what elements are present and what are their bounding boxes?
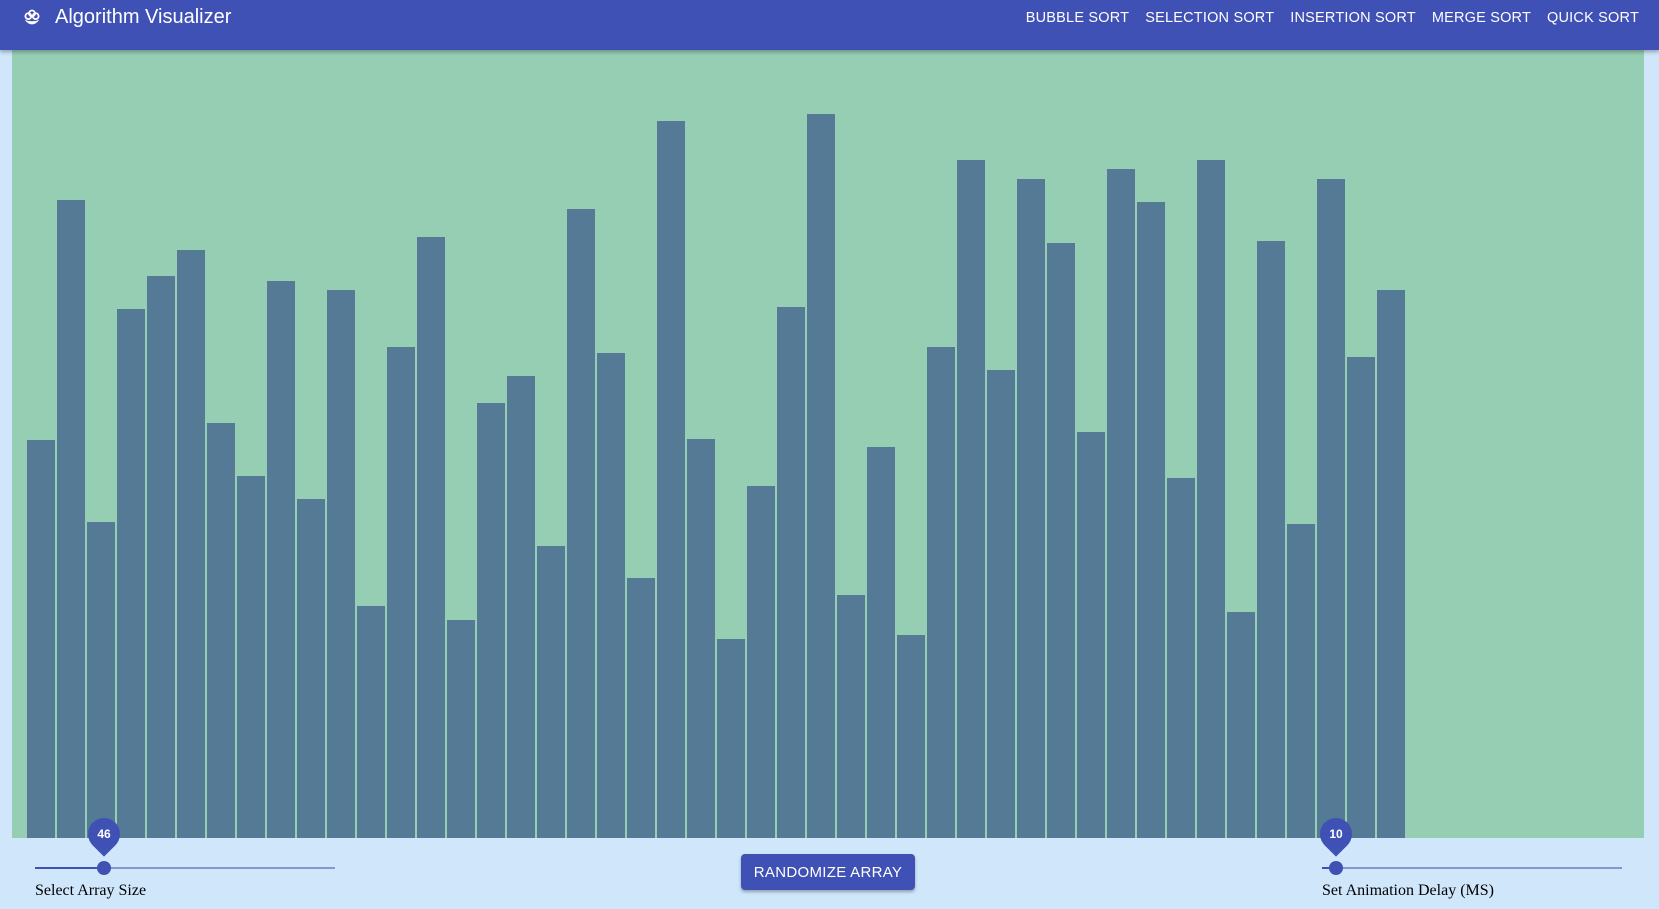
array-size-value: 46 [97, 827, 111, 841]
array-bar [357, 606, 385, 838]
flower-logo-icon [24, 9, 40, 25]
array-size-value-label: 46 [81, 811, 127, 857]
array-bar [177, 250, 205, 838]
array-size-slider[interactable]: 46 [35, 811, 335, 875]
array-bar [237, 476, 265, 838]
animation-delay-slider-thumb[interactable] [1328, 861, 1343, 875]
array-size-caption: Select Array Size [35, 882, 147, 899]
nav-insertion-sort[interactable]: INSERTION SORT [1290, 10, 1416, 26]
nav-merge-sort[interactable]: MERGE SORT [1431, 10, 1532, 26]
animation-delay-caption: Set Animation Delay (MS) [1322, 882, 1494, 899]
array-bar [597, 353, 625, 838]
array-bar [777, 307, 805, 838]
app-bar: Algorithm Visualizer BUBBLE SORT SELECTI… [0, 0, 1659, 50]
array-bar [1167, 478, 1195, 838]
array-bar [1257, 241, 1285, 838]
array-bar [897, 635, 925, 838]
array-bar [1137, 202, 1165, 838]
array-bar [807, 114, 835, 838]
array-bar [867, 447, 895, 838]
app-title: Algorithm Visualizer [55, 6, 232, 28]
array-bar [117, 309, 145, 838]
array-bar [567, 209, 595, 838]
array-bar [387, 347, 415, 838]
array-bar [1107, 169, 1135, 838]
array-size-slider-rail[interactable] [35, 867, 335, 869]
nav-selection-sort[interactable]: SELECTION SORT [1145, 10, 1275, 26]
array-bar [1047, 243, 1075, 838]
array-bar [837, 595, 865, 838]
array-bar [57, 200, 85, 838]
animation-delay-value-label: 10 [1312, 811, 1359, 857]
array-bar [657, 121, 685, 838]
array-bar [27, 440, 55, 838]
array-bar [717, 639, 745, 838]
array-size-slider-track[interactable] [35, 867, 104, 869]
array-bar [1377, 290, 1405, 838]
array-bar [747, 486, 775, 838]
array-size-slider-thumb[interactable] [97, 861, 111, 875]
array-bar [1227, 612, 1255, 838]
array-bar [147, 276, 175, 838]
nav-bubble-sort[interactable]: BUBBLE SORT [1025, 10, 1130, 26]
array-bar [207, 423, 235, 838]
randomize-array-button[interactable]: RANDOMIZE ARRAY [741, 854, 915, 890]
animation-delay-slider[interactable]: 10 [1312, 811, 1622, 875]
array-bar [687, 439, 715, 838]
array-bar [267, 281, 295, 838]
array-bar [447, 620, 475, 838]
array-bar [1017, 179, 1045, 838]
array-bar [987, 370, 1015, 838]
array-bar [477, 403, 505, 838]
array-bar [1347, 357, 1375, 838]
array-bar [1197, 160, 1225, 838]
controls-panel: 46 Select Array Size RANDOMIZE ARRAY 10 … [0, 811, 1659, 909]
array-bar [627, 578, 655, 838]
nav-quick-sort[interactable]: QUICK SORT [1547, 10, 1639, 26]
array-bar [1317, 179, 1345, 838]
array-bar [327, 290, 355, 838]
animation-delay-slider-rail[interactable] [1322, 867, 1622, 869]
array-bar [537, 546, 565, 838]
array-bar [927, 347, 955, 838]
array-bar [957, 160, 985, 838]
array-bar [1287, 524, 1315, 838]
sort-nav: BUBBLE SORT SELECTION SORT INSERTION SOR… [1018, 0, 1647, 36]
array-bar [297, 499, 325, 838]
array-bar [417, 237, 445, 838]
animation-delay-value: 10 [1328, 827, 1343, 841]
array-bar-canvas [12, 50, 1644, 838]
array-bar [1077, 432, 1105, 838]
array-bar [507, 376, 535, 838]
array-bar [87, 522, 115, 838]
